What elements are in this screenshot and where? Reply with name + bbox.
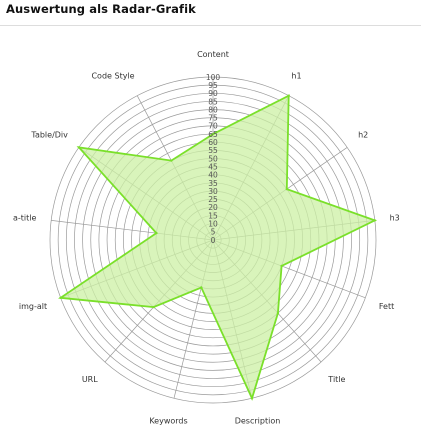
- axis-label: Fett: [379, 302, 394, 311]
- tick-label: 55: [208, 146, 218, 155]
- axis-label: h2: [358, 130, 368, 139]
- tick-label: 5: [211, 228, 216, 237]
- data-point: [373, 219, 376, 222]
- data-point: [152, 305, 155, 309]
- data-point: [287, 94, 290, 97]
- axis-label: Table/Div: [30, 130, 68, 139]
- series-area: [58, 94, 378, 401]
- tick-label: 10: [208, 220, 218, 229]
- tick-label: 60: [208, 138, 218, 147]
- axis-label: Description: [235, 417, 281, 426]
- tick-label: 0: [211, 236, 216, 245]
- data-point: [59, 296, 62, 299]
- axis-label: Title: [327, 375, 345, 384]
- tick-label: 25: [208, 195, 218, 204]
- data-point: [170, 159, 173, 162]
- tick-label: 40: [208, 171, 218, 180]
- tick-label: 90: [208, 89, 218, 98]
- axis-label: img-alt: [19, 302, 47, 311]
- tick-label: 15: [208, 211, 218, 220]
- tick-label: 100: [206, 73, 221, 82]
- axis-label: a-title: [13, 214, 37, 223]
- axis-label: URL: [82, 375, 98, 384]
- tick-label: 75: [208, 114, 218, 123]
- data-point: [250, 397, 254, 400]
- data-point: [77, 146, 81, 149]
- radar-axis-labels: Content h1 h2 h3 Fett Title Description Keyword…: [13, 50, 400, 426]
- data-point: [211, 132, 215, 136]
- axis-label: h3: [390, 214, 400, 223]
- data-point: [280, 264, 283, 268]
- tick-label: 95: [208, 81, 218, 90]
- tick-label: 70: [208, 122, 218, 131]
- axis-label: Keywords: [149, 417, 187, 426]
- data-point: [200, 286, 203, 289]
- data-point: [276, 312, 280, 315]
- tick-label: 65: [208, 130, 218, 139]
- tick-label: 20: [208, 203, 218, 212]
- tick-label: 50: [208, 154, 218, 163]
- radar-series: [58, 94, 378, 401]
- heading-divider: [0, 25, 421, 26]
- radar-tick-labels: 0510152025303540455055606570758085909510…: [206, 73, 221, 245]
- page-heading: Auswertung als Radar-Grafik: [6, 2, 196, 16]
- axis-label: h1: [291, 71, 301, 80]
- tick-label: 85: [208, 97, 218, 106]
- data-point: [285, 187, 288, 191]
- axis-label: Code Style: [91, 71, 134, 80]
- axis-label: Content: [197, 50, 229, 59]
- data-point: [155, 231, 158, 235]
- tick-label: 35: [208, 179, 218, 188]
- tick-label: 30: [208, 187, 218, 196]
- tick-label: 45: [208, 162, 218, 171]
- tick-label: 80: [208, 105, 218, 114]
